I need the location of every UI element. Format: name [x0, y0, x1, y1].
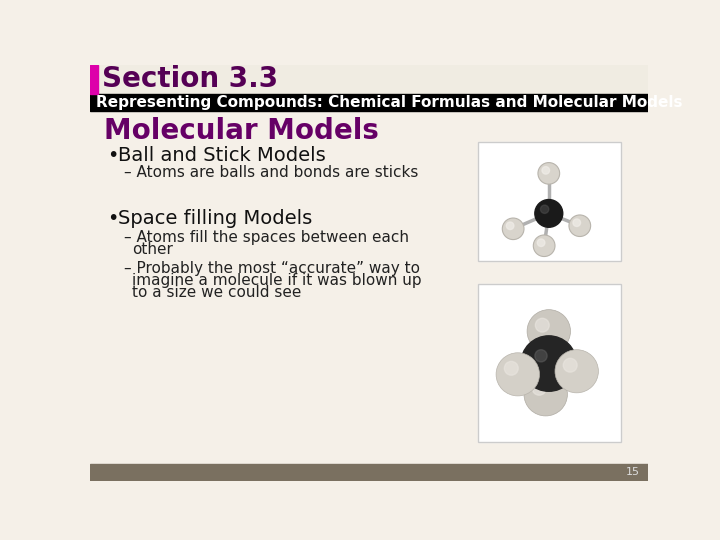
- Bar: [477, 284, 621, 442]
- Circle shape: [541, 205, 549, 213]
- Circle shape: [496, 353, 539, 396]
- Text: Section 3.3: Section 3.3: [102, 65, 279, 93]
- Text: Ball and Stick Models: Ball and Stick Models: [118, 146, 325, 165]
- Text: Space filling Models: Space filling Models: [118, 210, 312, 228]
- Text: – Atoms are balls and bonds are sticks: – Atoms are balls and bonds are sticks: [124, 165, 418, 180]
- Text: •: •: [107, 146, 118, 165]
- Circle shape: [537, 239, 545, 246]
- Text: imagine a molecule if it was blown up: imagine a molecule if it was blown up: [132, 273, 421, 288]
- Circle shape: [527, 309, 570, 353]
- Bar: [90, 464, 648, 481]
- Circle shape: [555, 350, 598, 393]
- Circle shape: [563, 359, 577, 372]
- Circle shape: [542, 166, 549, 174]
- Text: Molecular Models: Molecular Models: [104, 117, 379, 145]
- Circle shape: [535, 200, 563, 227]
- Text: – Atoms fill the spaces between each: – Atoms fill the spaces between each: [124, 230, 409, 245]
- Circle shape: [532, 381, 546, 395]
- Circle shape: [538, 163, 559, 184]
- Circle shape: [503, 218, 524, 240]
- Text: Representing Compounds: Chemical Formulas and Molecular Models: Representing Compounds: Chemical Formula…: [96, 95, 683, 110]
- Bar: [90, 94, 648, 111]
- Text: 15: 15: [626, 467, 640, 477]
- Bar: [477, 284, 621, 442]
- Bar: [477, 142, 621, 261]
- Circle shape: [504, 361, 518, 375]
- Circle shape: [524, 373, 567, 416]
- Text: •: •: [107, 210, 118, 228]
- Text: – Probably the most “accurate” way to: – Probably the most “accurate” way to: [124, 261, 420, 275]
- Circle shape: [521, 336, 577, 392]
- Circle shape: [536, 318, 549, 332]
- Text: to a size we could see: to a size we could see: [132, 285, 301, 300]
- Circle shape: [535, 350, 547, 362]
- Bar: [90, 65, 648, 94]
- Circle shape: [569, 215, 590, 237]
- Circle shape: [506, 222, 514, 230]
- Circle shape: [573, 219, 580, 226]
- Text: other: other: [132, 242, 173, 257]
- Circle shape: [534, 235, 555, 256]
- Bar: [90, 65, 98, 94]
- Bar: [477, 142, 621, 261]
